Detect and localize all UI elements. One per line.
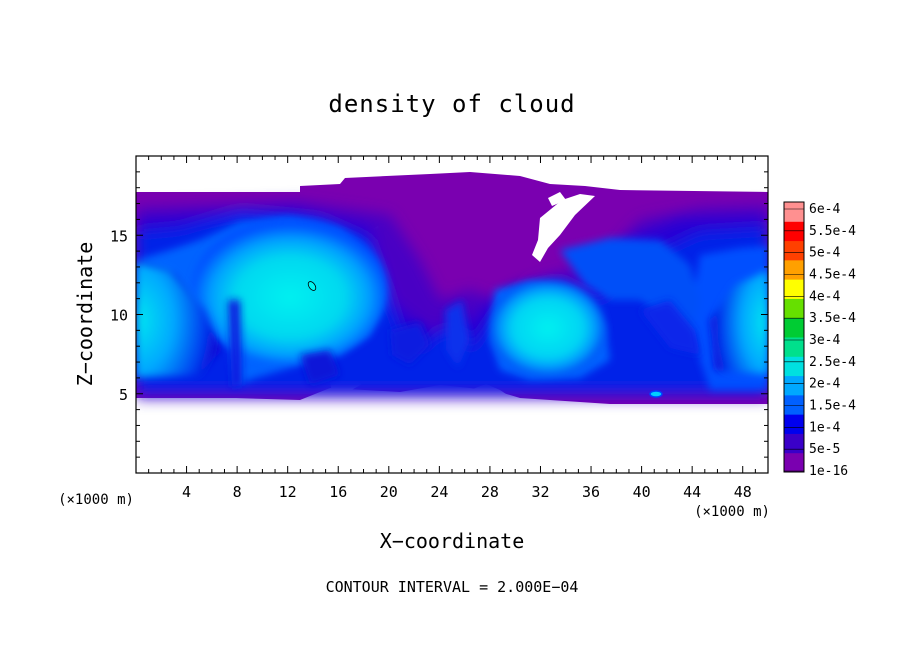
cloud-density-field [136,172,768,410]
y-tick-label: 5 [119,386,128,404]
colorbar-swatch [784,433,804,454]
colorbar-swatch [784,317,804,338]
colorbar-tick-label: 5e-4 [809,246,840,261]
x-tick-label: 48 [734,483,752,501]
colorbar-swatch [784,375,804,396]
colorbar-swatch [784,414,804,434]
x-unit-label: (×1000 m) [694,504,770,520]
density-streak [300,350,340,385]
x-tick-label: 40 [633,483,651,501]
x-axis-title: X−coordinate [380,529,525,553]
colorbar-tick-label: 5e-5 [809,442,840,457]
density-core [710,270,768,375]
colorbar-tick-label: 4.5e-4 [809,268,856,283]
colorbar-swatch [784,240,804,261]
colorbar-frame [783,201,805,473]
colorbar-swatch [784,452,804,473]
y-axis: 5 10 15 [110,171,768,458]
contour-interval-note: CONTOUR INTERVAL = 2.000E−04 [326,578,579,596]
cloud-gap [532,194,595,262]
colorbar-swatch [784,337,804,357]
density-core [192,218,388,362]
x-tick-label: 12 [279,483,297,501]
colorbar-tick-label: 5.5e-4 [809,224,856,239]
density-core [136,262,220,378]
colorbar-tick-label: 2.5e-4 [809,355,856,370]
y-axis-title: Z−coordinate [73,242,97,387]
x-tick-label: 28 [481,483,499,501]
colorbar-swatch [784,259,804,280]
x-tick-label: 32 [531,483,549,501]
colorbar-tick-label: 1.5e-4 [809,399,856,414]
colorbar-swatch [784,356,804,377]
x-tick-label: 24 [430,483,448,501]
colorbar-swatch [784,394,804,415]
colorbar-swatch [784,298,804,319]
density-streak [390,322,430,365]
x-tick-label: 16 [329,483,347,501]
density-streak [445,300,470,368]
x-tick-label: 8 [233,483,242,501]
x-tick-label: 44 [683,483,701,501]
colorbar-tick-label: 1e-4 [809,420,840,435]
x-tick-label: 20 [380,483,398,501]
y-unit-label: (×1000 m) [58,492,134,508]
density-streak [228,300,242,388]
colorbar: 1e-16 5e-5 1e-4 1.5e-4 2e-4 2.5e-4 3e-4 3.5e-4 4… [783,201,856,479]
colorbar-tick-label: 6e-4 [809,202,840,217]
x-tick-label: 36 [582,483,600,501]
x-axis: 4 8 12 16 20 24 28 32 36 40 44 48 [148,156,756,501]
x-tick-label: 4 [182,483,191,501]
colorbar-tick-label: 4e-4 [809,289,840,304]
y-tick-label: 10 [110,307,128,325]
colorbar-tick-label: 2e-4 [809,377,840,392]
density-streak [640,300,700,355]
colorbar-swatch [784,202,804,222]
colorbar-tick-label: 3e-4 [809,333,840,348]
colorbar-swatch [784,221,804,242]
chart-title: density of cloud [328,90,575,118]
colorbar-swatch [784,279,804,299]
colorbar-tick-label: 1e-16 [809,464,848,479]
colorbar-tick-label: 3.5e-4 [809,311,856,326]
density-hotspot [649,390,663,398]
y-tick-label: 15 [110,227,128,245]
density-core [490,280,606,376]
cloud-gap [548,192,566,206]
density-hotspot [307,281,317,291]
